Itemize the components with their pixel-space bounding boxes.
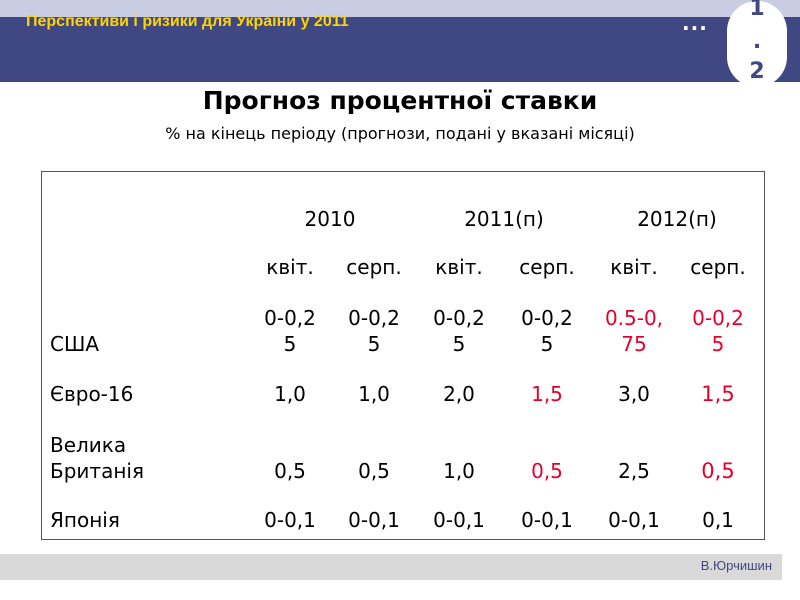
table-cell: 0-0,2 xyxy=(692,306,744,330)
table-cell: 1,5 xyxy=(531,382,563,406)
table-cell: 0.5-0, xyxy=(604,306,664,330)
header-accent-strip xyxy=(0,0,800,17)
row-label: Євро-16 xyxy=(50,382,134,406)
row-label: США xyxy=(50,332,100,356)
table-cell: 0-0,2 xyxy=(521,306,573,330)
slide-subtitle: % на кінець періоду (прогнози, подані у … xyxy=(165,124,635,143)
slide-number-part: 2 xyxy=(749,59,765,84)
table-cell: 0-0,2 xyxy=(348,306,400,330)
month-header: серп. xyxy=(690,255,746,279)
year-header: 2010 xyxy=(304,207,356,231)
table-cell: 0-0,1 xyxy=(608,508,660,532)
month-header: квіт. xyxy=(435,255,483,279)
table-cell: 0-0,1 xyxy=(521,508,573,532)
row-label: Велика xyxy=(50,433,127,457)
year-header: 2011(п) xyxy=(464,207,544,231)
table-cell: 2,5 xyxy=(618,459,650,483)
month-header: серп. xyxy=(519,255,575,279)
table-cell: 0,5 xyxy=(531,459,563,483)
table-cell: 5 xyxy=(283,332,297,356)
table-cell: 1,5 xyxy=(701,382,735,406)
table-cell: 5 xyxy=(540,332,554,356)
slide-number-part: 1 xyxy=(749,0,765,21)
month-header: квіт. xyxy=(610,255,658,279)
table-cell: 1,0 xyxy=(358,382,390,406)
presentation-title: Перспективи і ризики для України у 2011 xyxy=(26,13,349,30)
year-header: 2012(п) xyxy=(637,207,717,231)
table-cell: 0,5 xyxy=(701,459,735,483)
table-cell: 75 xyxy=(621,332,647,356)
table-cell: 0-0,2 xyxy=(433,306,485,330)
forecast-table xyxy=(41,171,765,540)
table-cell: 0-0,1 xyxy=(348,508,400,532)
footer-author: В.Юрчишин xyxy=(700,558,772,573)
table-cell: 0-0,1 xyxy=(433,508,485,532)
row-label: Британія xyxy=(50,459,144,483)
slide-title: Прогноз процентної ставки xyxy=(202,86,598,115)
table-cell: 0,1 xyxy=(702,508,734,532)
slide-number-badge: 1 . 2 xyxy=(727,0,787,87)
table-cell: 5 xyxy=(711,332,725,356)
table-cell: 1,0 xyxy=(443,459,475,483)
table-cell: 2,0 xyxy=(443,382,475,406)
footer-bar xyxy=(0,554,782,580)
month-header: квіт. xyxy=(266,255,314,279)
month-header: серп. xyxy=(346,255,402,279)
slide-number-part: . xyxy=(752,29,762,54)
table-cell: 5 xyxy=(452,332,466,356)
table-cell: 0,5 xyxy=(358,459,390,483)
dots-icon: ... xyxy=(682,11,708,35)
table-cell: 0,5 xyxy=(274,459,306,483)
table-cell: 5 xyxy=(367,332,381,356)
table-cell: 1,0 xyxy=(274,382,306,406)
table-cell: 0-0,2 xyxy=(264,306,316,330)
row-label: Японія xyxy=(50,508,120,532)
table-cell: 0-0,1 xyxy=(264,508,316,532)
table-cell: 3,0 xyxy=(618,382,650,406)
